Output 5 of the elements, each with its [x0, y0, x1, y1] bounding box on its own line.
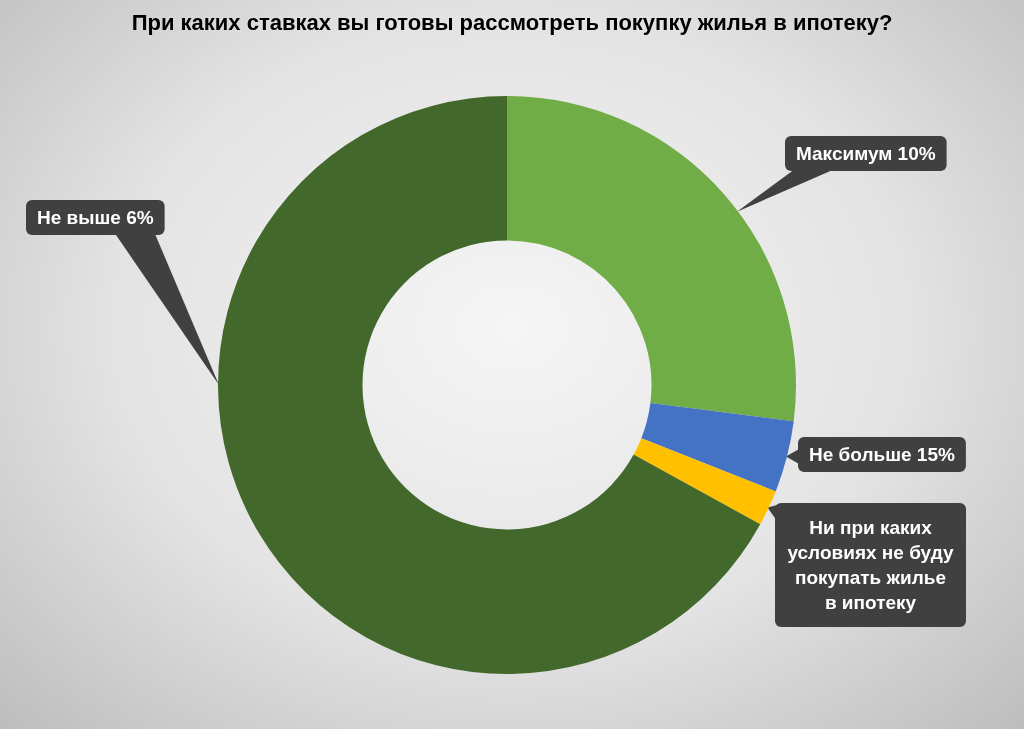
slice-label: Максимум 10%	[795, 142, 936, 164]
chart-title: При каких ставках вы готовы рассмотреть покупку жилья в ипотеку?	[130, 10, 894, 36]
slice-label: Ни при каких условиях не буду покупать жилье в ипотеку	[787, 516, 954, 613]
slice-label: Не больше 15%	[808, 443, 955, 465]
slice-label: Не выше 6%	[37, 206, 154, 228]
